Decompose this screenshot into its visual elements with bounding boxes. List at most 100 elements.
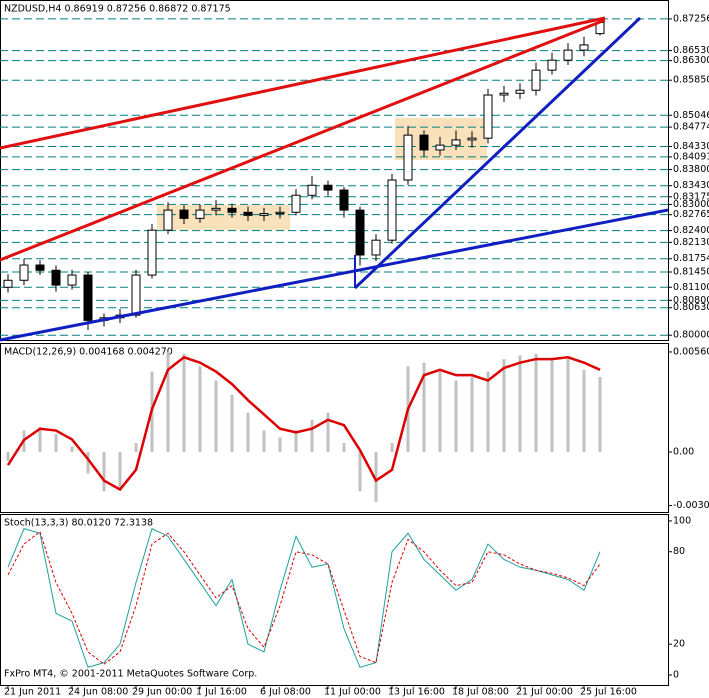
macd-bar bbox=[310, 419, 314, 452]
candle-body bbox=[579, 44, 589, 51]
y-tick-label: 0.80800 bbox=[673, 295, 709, 306]
candle-body bbox=[515, 89, 525, 94]
y-tick-label: 20 bbox=[673, 639, 685, 650]
macd-bar bbox=[54, 434, 58, 452]
candle-body bbox=[291, 194, 301, 213]
panel-title: Stoch(13,3,3) 80.0120 72.3138 bbox=[4, 518, 153, 529]
candle-body bbox=[419, 134, 429, 151]
stoch-line bbox=[7, 530, 601, 665]
signal-line bbox=[6, 355, 601, 492]
y-tick-label: 0.84774 bbox=[673, 122, 709, 133]
candle-body bbox=[467, 137, 477, 141]
candle-body bbox=[403, 134, 413, 181]
macd-bar bbox=[550, 359, 554, 452]
stoch-panel: 100 80 20 0 Stoch(13,3,3) 80.0120 72.3138 bbox=[0, 514, 691, 686]
macd-bar bbox=[294, 430, 298, 452]
macd-bar bbox=[38, 426, 42, 452]
macd-bar bbox=[422, 362, 426, 452]
y-tick-label: 0.80630 bbox=[673, 302, 709, 313]
y-tick-label: 0.83800 bbox=[673, 164, 709, 175]
y-tick-label: 0.82765 bbox=[673, 209, 709, 220]
y-tick-label: 0.86300 bbox=[673, 55, 709, 66]
y-tick-label: 80 bbox=[673, 546, 685, 557]
candle-body bbox=[211, 207, 221, 211]
macd-bar bbox=[118, 451, 122, 488]
stoch-line bbox=[7, 527, 601, 668]
x-tick-label: 29 Jun 00:00 bbox=[132, 687, 192, 698]
trend-line bbox=[0, 208, 669, 342]
candle-body bbox=[227, 207, 237, 213]
y-tick-label: 0.81450 bbox=[673, 267, 709, 278]
x-tick-label: 13 Jul 16:00 bbox=[388, 687, 445, 698]
y-tick-label: 0.85850 bbox=[673, 75, 709, 86]
candle-body bbox=[499, 92, 509, 96]
y-tick-label: 0.00560 bbox=[673, 346, 709, 357]
y-tick-label: 0.81754 bbox=[673, 253, 709, 264]
panel-frame bbox=[0, 514, 669, 686]
macd-bar bbox=[534, 353, 538, 452]
x-tick-label: 21 Jul 00:00 bbox=[516, 687, 573, 698]
y-tick-label: 0.86530 bbox=[673, 45, 709, 56]
macd-bar bbox=[102, 451, 106, 492]
macd-bar bbox=[566, 359, 570, 452]
macd-bar bbox=[86, 451, 90, 474]
y-tick-label: 0.82130 bbox=[673, 237, 709, 248]
candle-body bbox=[563, 49, 573, 61]
panel-title: MACD(12,26,9) 0.004168 0.004270 bbox=[4, 347, 173, 358]
macd-bar bbox=[182, 353, 186, 452]
panel-frame bbox=[0, 0, 669, 341]
x-tick-label: 25 Jul 16:00 bbox=[580, 687, 637, 698]
y-tick-label: 0.00 bbox=[673, 446, 694, 457]
highlight-zone bbox=[157, 205, 290, 230]
x-tick-label: 24 Jun 08:00 bbox=[68, 687, 128, 698]
y-tick-label: 0.83000 bbox=[673, 199, 709, 210]
candle-body bbox=[243, 211, 253, 216]
candle-body bbox=[51, 269, 61, 286]
candle-body bbox=[547, 59, 557, 71]
y-tick-label: 0.84091 bbox=[673, 151, 709, 162]
candle-body bbox=[35, 264, 45, 271]
macd-bar bbox=[374, 451, 378, 502]
x-tick-label: 1 Jul 16:00 bbox=[196, 687, 247, 698]
candle-body bbox=[19, 264, 29, 281]
candle-body bbox=[451, 139, 461, 146]
macd-bar bbox=[486, 371, 490, 452]
y-tick-label: 0.84330 bbox=[673, 141, 709, 152]
macd-bar bbox=[198, 366, 202, 452]
candle-body bbox=[179, 209, 189, 219]
macd-bar bbox=[166, 351, 170, 452]
candle-body bbox=[483, 94, 493, 139]
macd-bar bbox=[454, 380, 458, 452]
y-tick-label: 100 bbox=[673, 515, 691, 526]
y-tick-label: -0.00300 bbox=[673, 500, 709, 511]
candle-body bbox=[259, 213, 269, 216]
macd-bar bbox=[518, 355, 522, 452]
candle-body bbox=[67, 274, 77, 286]
candle-body bbox=[275, 211, 285, 215]
y-tick-label: 0.80000 bbox=[673, 330, 709, 341]
macd-bar bbox=[6, 451, 10, 461]
macd-bar bbox=[214, 380, 218, 452]
y-tick-label: 0 bbox=[673, 669, 679, 680]
macd-bar bbox=[70, 446, 74, 452]
candle-body bbox=[131, 274, 141, 316]
candle-body bbox=[307, 184, 317, 196]
candle-body bbox=[147, 229, 157, 276]
macd-bar bbox=[470, 376, 474, 452]
macd-bar bbox=[262, 430, 266, 452]
macd-bar bbox=[358, 451, 362, 492]
candle-body bbox=[323, 184, 333, 191]
y-tick-label: 0.81100 bbox=[673, 282, 709, 293]
x-tick-label: 11 Jul 00:00 bbox=[324, 687, 381, 698]
macd-bar bbox=[246, 412, 250, 452]
macd-panel: 0.00560 0.00 -0.00300 MACD(12,26,9) 0.00416… bbox=[0, 343, 709, 513]
candle-body bbox=[163, 209, 173, 231]
trend-line bbox=[0, 18, 606, 262]
candle-body bbox=[371, 239, 381, 256]
macd-bar bbox=[438, 371, 442, 452]
macd-bar bbox=[278, 437, 282, 452]
y-tick-label: 0.87256 bbox=[673, 13, 709, 24]
